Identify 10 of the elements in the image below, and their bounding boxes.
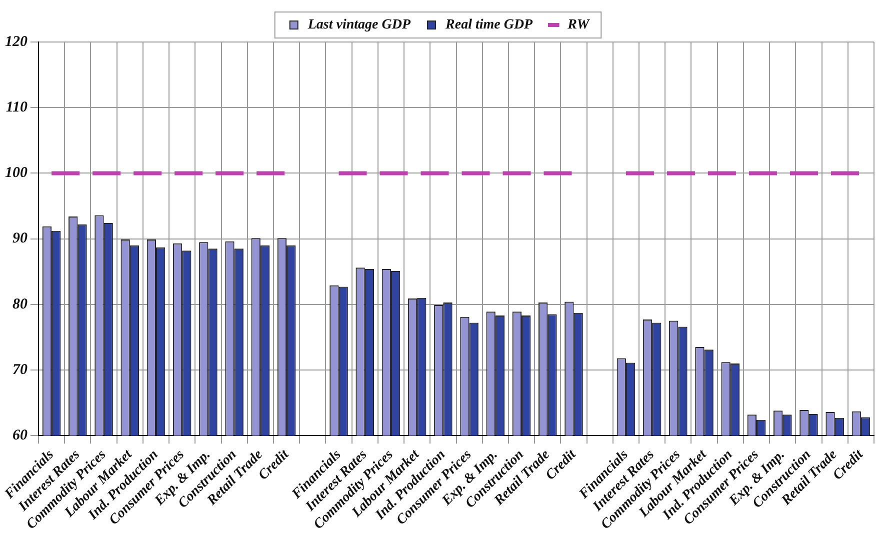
y-tick-label: 70 <box>12 362 28 378</box>
legend-label: RW <box>566 18 591 33</box>
y-tick-label: 110 <box>6 99 28 116</box>
y-tick-label: 100 <box>5 165 28 182</box>
y-tick-label: 60 <box>12 427 28 444</box>
y-tick-label: 80 <box>12 296 28 312</box>
legend-label: Last vintage GDP <box>306 18 411 33</box>
legend-label: Real time GDP <box>444 18 534 33</box>
y-tick-label: 90 <box>12 230 28 247</box>
y-tick-label: 120 <box>5 34 28 50</box>
